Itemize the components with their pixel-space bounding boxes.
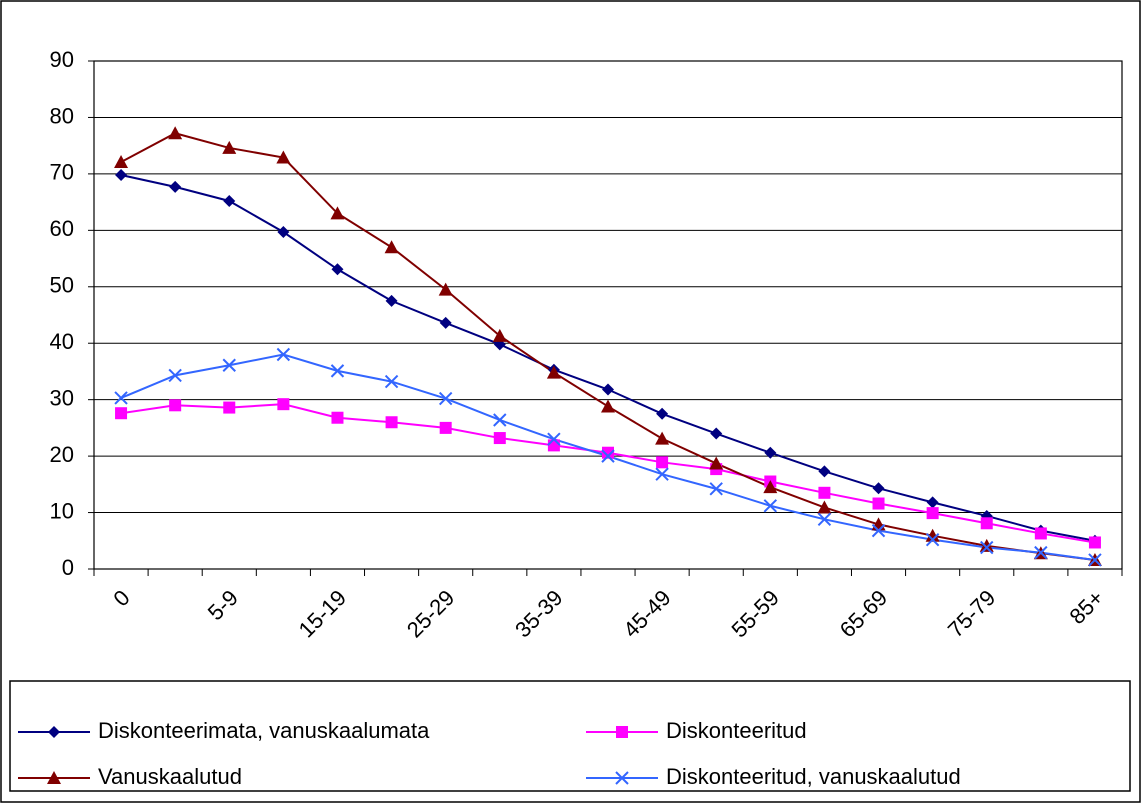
marker	[47, 771, 61, 784]
marker	[439, 316, 452, 329]
marker	[114, 155, 129, 169]
marker	[223, 194, 236, 207]
marker	[602, 446, 614, 459]
marker	[601, 449, 615, 463]
marker	[385, 294, 398, 307]
marker	[980, 517, 993, 530]
marker	[926, 507, 939, 520]
marker	[616, 726, 628, 738]
legend-item: Diskonteeritud, vanuskaalutud	[586, 764, 961, 789]
marker	[709, 456, 724, 470]
y-tick-label: 20	[50, 442, 74, 467]
marker	[222, 140, 237, 154]
marker	[547, 439, 560, 452]
legend-label: Diskonteeritud, vanuskaalutud	[666, 764, 961, 789]
marker	[276, 347, 291, 362]
marker	[276, 150, 291, 164]
legend-label: Diskonteeritud	[666, 718, 807, 743]
marker	[979, 538, 994, 552]
marker	[547, 432, 561, 446]
marker	[48, 726, 60, 738]
y-tick-label: 80	[50, 103, 74, 128]
y-tick-label: 70	[50, 160, 74, 185]
marker	[818, 486, 831, 499]
marker	[114, 391, 128, 405]
marker	[115, 169, 128, 182]
y-tick-label: 30	[50, 385, 74, 410]
legend-label: Diskonteerimata, vanuskaalumata	[98, 718, 430, 743]
marker	[872, 482, 885, 495]
marker	[817, 500, 832, 514]
marker	[222, 358, 236, 372]
marker	[655, 431, 670, 445]
marker	[277, 226, 290, 239]
y-tick-label: 0	[62, 555, 74, 580]
marker	[330, 206, 345, 220]
marker	[872, 497, 885, 510]
marker	[168, 126, 183, 140]
marker	[980, 540, 994, 555]
marker	[656, 456, 669, 469]
marker	[546, 365, 561, 379]
marker	[818, 465, 831, 478]
marker	[169, 399, 182, 412]
legend-label: Vanuskaalutud	[98, 764, 242, 789]
marker	[656, 407, 669, 420]
legend-item: Vanuskaalutud	[18, 764, 242, 789]
marker	[871, 523, 886, 538]
marker	[763, 499, 778, 513]
marker	[709, 482, 723, 496]
marker	[438, 282, 453, 296]
marker	[493, 432, 506, 445]
marker	[1088, 536, 1101, 549]
marker	[925, 532, 940, 547]
marker	[169, 180, 182, 193]
marker	[277, 398, 290, 411]
marker	[492, 328, 507, 342]
marker	[493, 413, 507, 427]
marker	[1034, 545, 1048, 560]
marker	[763, 480, 778, 494]
marker	[764, 446, 777, 459]
marker	[601, 399, 615, 413]
marker	[615, 771, 629, 785]
marker	[602, 383, 614, 396]
marker	[330, 364, 345, 378]
marker	[331, 411, 344, 424]
marker	[168, 368, 182, 383]
marker	[115, 407, 128, 420]
marker	[439, 421, 452, 434]
marker	[925, 528, 940, 542]
marker	[438, 391, 453, 406]
y-tick-label: 90	[50, 47, 74, 72]
marker	[710, 427, 723, 440]
marker	[1088, 553, 1102, 567]
marker	[926, 496, 939, 509]
marker	[385, 416, 398, 429]
y-tick-label: 50	[50, 273, 74, 298]
plot-border	[93, 60, 1123, 570]
marker	[384, 374, 399, 389]
marker	[384, 240, 399, 254]
legend-box	[9, 680, 1131, 792]
marker	[223, 401, 236, 414]
legend-item: Diskonteerimata, vanuskaalumata	[18, 718, 430, 743]
y-tick-label: 60	[50, 216, 74, 241]
y-tick-label: 40	[50, 329, 74, 354]
marker	[331, 263, 344, 276]
legend-item: Diskonteeritud	[586, 718, 807, 743]
y-tick-label: 10	[50, 498, 74, 523]
marker	[1034, 527, 1047, 540]
marker	[655, 467, 669, 481]
marker	[817, 512, 832, 527]
